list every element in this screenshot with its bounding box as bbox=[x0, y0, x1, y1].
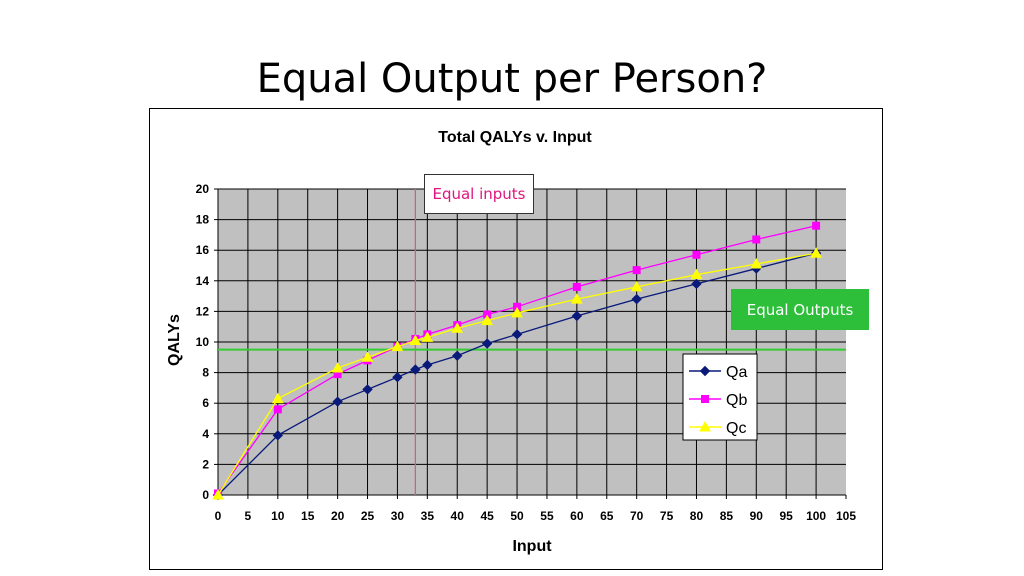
legend-label-qc: Qc bbox=[726, 420, 746, 437]
data-point-qc bbox=[481, 314, 493, 326]
data-point-qa bbox=[452, 350, 463, 361]
x-tick-label: 95 bbox=[780, 509, 794, 523]
data-point-qc bbox=[690, 268, 703, 280]
x-tick-label: 60 bbox=[570, 509, 584, 523]
data-point-qb bbox=[752, 235, 761, 244]
y-tick-label: 14 bbox=[196, 274, 210, 288]
data-point-qc bbox=[451, 322, 464, 333]
legend-box bbox=[682, 353, 758, 441]
data-point-qa bbox=[511, 329, 523, 340]
data-point-qc bbox=[630, 280, 643, 292]
x-tick-label: 15 bbox=[301, 509, 315, 523]
x-tick-label: 55 bbox=[540, 509, 554, 523]
data-point-qa bbox=[481, 338, 493, 349]
x-tick-label: 30 bbox=[391, 509, 405, 523]
data-point-qc bbox=[271, 392, 284, 404]
data-point-qa bbox=[362, 384, 373, 395]
data-point-qa bbox=[571, 310, 583, 322]
x-tick-label: 105 bbox=[836, 509, 856, 523]
y-tick-label: 6 bbox=[202, 396, 209, 410]
x-tick-label: 10 bbox=[271, 509, 285, 523]
x-tick-label: 40 bbox=[451, 509, 465, 523]
data-point-qc bbox=[361, 351, 374, 362]
y-tick-label: 10 bbox=[196, 335, 210, 349]
series-qa bbox=[212, 248, 822, 501]
chart-title: Total QALYs v. Input bbox=[438, 129, 592, 146]
x-tick-label: 70 bbox=[630, 509, 644, 523]
data-point-qc bbox=[571, 293, 583, 304]
y-tick-label: 16 bbox=[196, 243, 210, 257]
x-tick-label: 0 bbox=[215, 509, 222, 523]
legend-marker-qb bbox=[701, 395, 709, 403]
data-point-qa bbox=[410, 364, 421, 375]
x-tick-label: 65 bbox=[600, 509, 614, 523]
data-point-qa bbox=[392, 371, 403, 383]
data-point-qa bbox=[691, 278, 702, 290]
y-tick-label: 18 bbox=[196, 213, 210, 227]
data-point-qb bbox=[812, 221, 821, 230]
data-point-qb bbox=[632, 266, 641, 275]
slide-title: Equal Output per Person? bbox=[256, 56, 768, 102]
legend-label-qa: Qa bbox=[726, 364, 747, 381]
x-tick-label: 20 bbox=[331, 509, 345, 523]
data-point-qc bbox=[409, 334, 422, 345]
y-tick-label: 2 bbox=[202, 457, 209, 471]
y-tick-label: 0 bbox=[202, 488, 209, 502]
x-tick-label: 45 bbox=[480, 509, 494, 523]
data-point-qc bbox=[391, 340, 404, 352]
x-tick-label: 90 bbox=[750, 509, 764, 523]
x-tick-label: 100 bbox=[806, 509, 826, 523]
equal-outputs-callout: Equal Outputs bbox=[731, 289, 869, 330]
data-point-qb bbox=[692, 250, 701, 259]
data-point-qa bbox=[422, 359, 433, 371]
x-tick-label: 5 bbox=[245, 509, 252, 523]
x-tick-label: 85 bbox=[720, 509, 734, 523]
x-tick-label: 35 bbox=[421, 509, 435, 523]
equal-inputs-callout: Equal inputs bbox=[424, 174, 534, 214]
legend-label-qb: Qb bbox=[726, 392, 747, 409]
series-qc bbox=[212, 247, 822, 500]
y-tick-label: 12 bbox=[196, 304, 210, 318]
data-point-qb bbox=[572, 282, 581, 291]
y-tick-label: 20 bbox=[196, 182, 210, 196]
data-point-qa bbox=[332, 396, 343, 407]
data-point-qa bbox=[631, 293, 642, 305]
legend-marker-qc bbox=[699, 420, 711, 432]
data-point-qc bbox=[750, 257, 763, 269]
x-tick-label: 25 bbox=[361, 509, 375, 523]
data-point-qc bbox=[331, 361, 344, 373]
x-tick-label: 75 bbox=[660, 509, 674, 523]
y-tick-label: 8 bbox=[202, 366, 209, 380]
data-point-qc bbox=[511, 306, 523, 318]
y-tick-label: 4 bbox=[202, 427, 209, 441]
data-point-qb bbox=[273, 405, 282, 414]
y-axis-label: QALYs bbox=[166, 314, 183, 366]
legend-marker-qa bbox=[699, 365, 711, 377]
x-axis-label: Input bbox=[512, 538, 552, 555]
data-point-qc bbox=[421, 331, 434, 342]
data-point-qc bbox=[810, 247, 822, 258]
data-point-qc bbox=[212, 488, 224, 500]
x-tick-label: 80 bbox=[690, 509, 704, 523]
x-tick-label: 50 bbox=[510, 509, 524, 523]
data-point-qa bbox=[272, 430, 284, 441]
